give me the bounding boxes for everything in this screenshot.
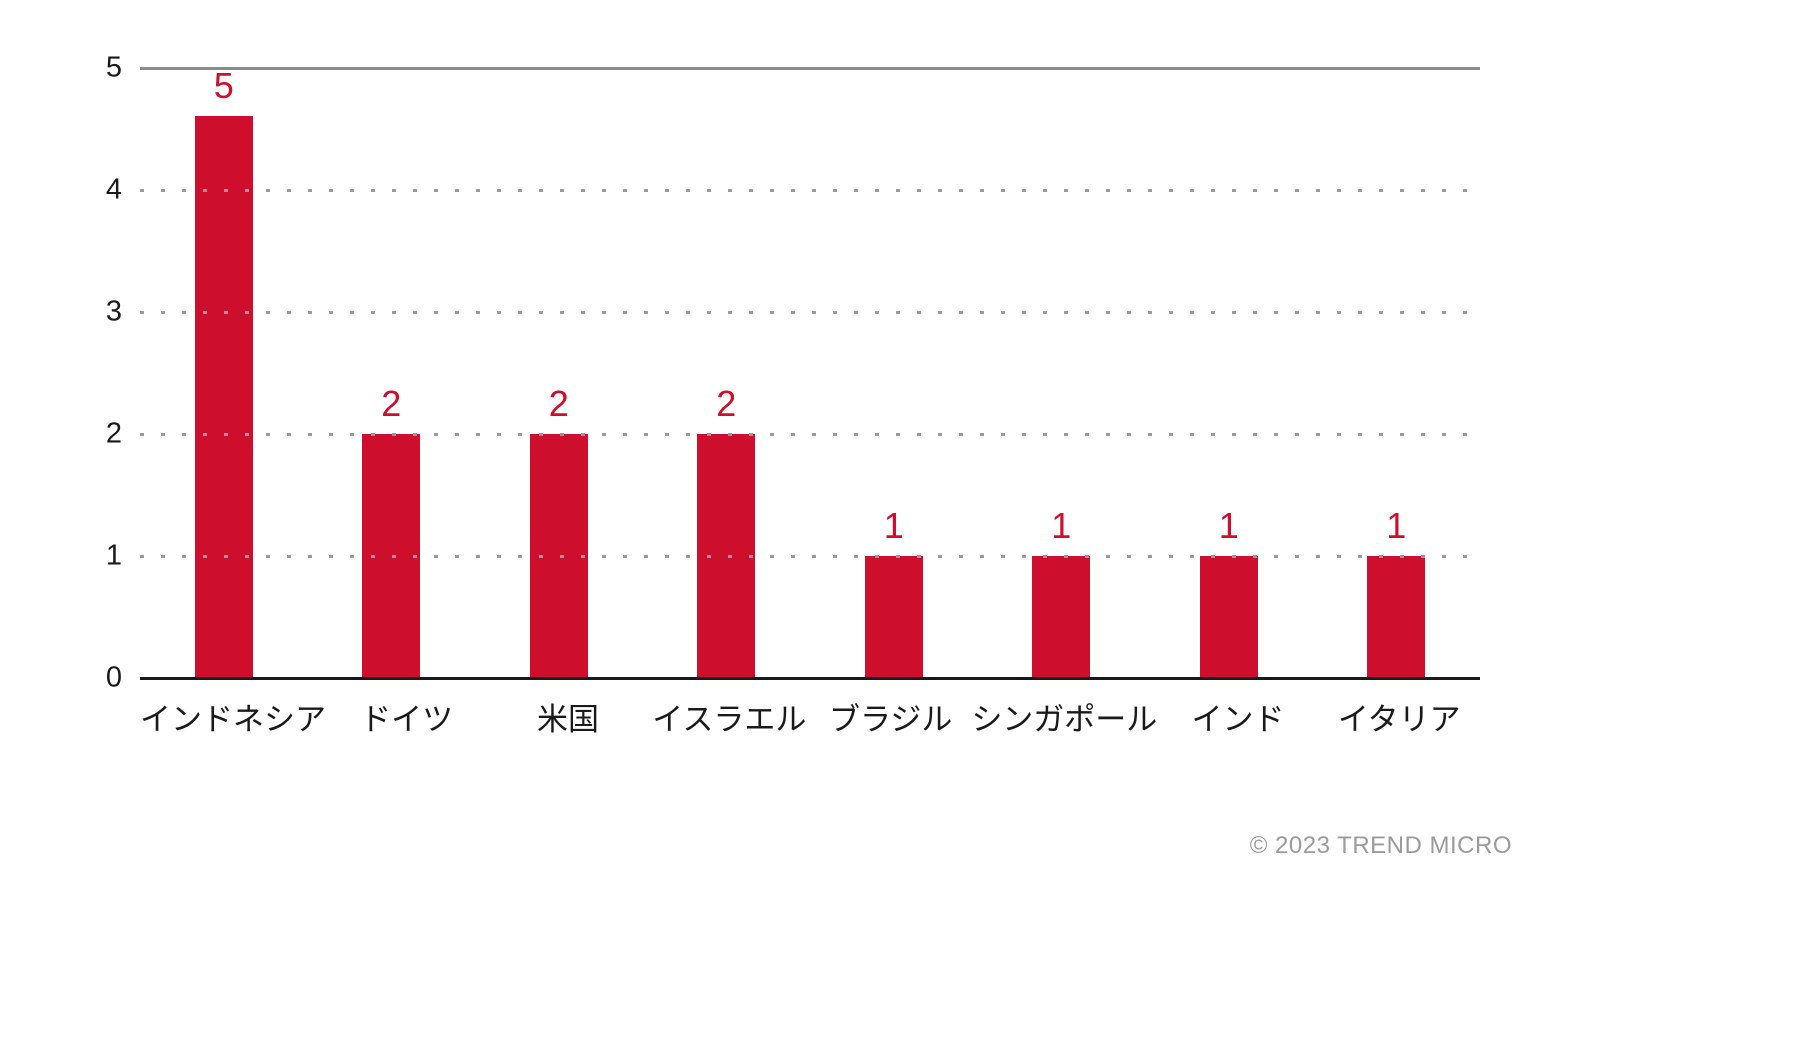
y-tick-label: 3 bbox=[105, 295, 122, 328]
gridline bbox=[140, 310, 1480, 314]
x-axis-line bbox=[140, 676, 1480, 680]
plot-area: 5 2 2 2 1 1 1 1 bbox=[140, 66, 1480, 680]
bar-value-label: 2 bbox=[548, 383, 569, 424]
bar-value-label: 2 bbox=[381, 383, 402, 424]
x-axis-category-label: イスラエル bbox=[652, 702, 807, 737]
x-axis-category-label: 米国 bbox=[536, 702, 599, 737]
gridline-top bbox=[140, 66, 1480, 70]
x-axis-category-label: ドイツ bbox=[360, 702, 454, 737]
bar-group: 1 bbox=[1145, 68, 1313, 678]
bar-group: 2 bbox=[308, 68, 476, 678]
gridline bbox=[140, 188, 1480, 192]
y-tick-label: 4 bbox=[105, 173, 122, 206]
bar bbox=[1367, 556, 1426, 678]
bar-value-label: 1 bbox=[1218, 505, 1239, 546]
bar bbox=[864, 556, 923, 678]
x-axis-category-label: インドネシア bbox=[140, 702, 326, 737]
y-tick-label: 5 bbox=[105, 51, 122, 84]
bar-group: 1 bbox=[810, 68, 978, 678]
bar-value-label: 1 bbox=[1386, 505, 1407, 546]
bar-value-label: 2 bbox=[716, 383, 737, 424]
x-axis-labels: インドネシア ドイツ 米国 イスラエル ブラジル シンガポール インド イタリア bbox=[140, 700, 1480, 740]
y-tick-label: 1 bbox=[105, 539, 122, 572]
bar-group: 2 bbox=[643, 68, 811, 678]
bars-container: 5 2 2 2 1 1 1 1 bbox=[140, 68, 1480, 678]
y-tick-label: 2 bbox=[105, 417, 122, 450]
x-axis-category-label: ブラジル bbox=[828, 702, 953, 737]
bar bbox=[1032, 556, 1091, 678]
bar-group: 2 bbox=[475, 68, 643, 678]
bar-value-label: 1 bbox=[1051, 505, 1072, 546]
bar-group: 1 bbox=[978, 68, 1146, 678]
y-axis-labels: 0 1 2 3 4 5 bbox=[0, 53, 122, 692]
gridline bbox=[140, 432, 1480, 436]
y-tick-label: 0 bbox=[105, 661, 122, 694]
copyright-text: © 2023 TREND MICRO bbox=[1249, 832, 1512, 859]
gridline bbox=[140, 554, 1480, 558]
bar bbox=[1199, 556, 1258, 678]
bar-group: 1 bbox=[1313, 68, 1481, 678]
bar-value-label: 1 bbox=[883, 505, 904, 546]
bar-value-label: 5 bbox=[213, 65, 234, 106]
bar bbox=[194, 116, 253, 678]
x-axis-category-label: インド bbox=[1191, 702, 1285, 737]
x-axis-category-label: イタリア bbox=[1337, 702, 1461, 737]
bar-group: 5 bbox=[140, 68, 308, 678]
x-axis-category-label: シンガポール bbox=[971, 702, 1158, 737]
